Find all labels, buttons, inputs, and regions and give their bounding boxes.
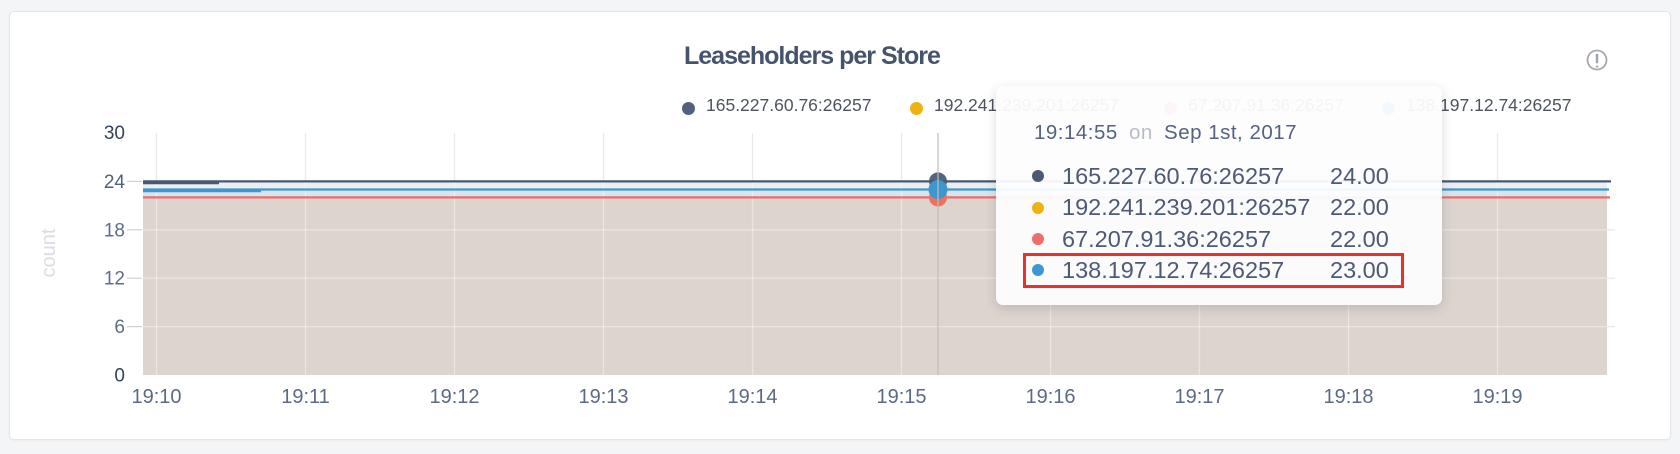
svg-text:19:19: 19:19 (1472, 386, 1522, 408)
svg-text:19:11: 19:11 (281, 386, 330, 408)
svg-text:19:16: 19:16 (1025, 386, 1075, 408)
svg-text:19:14: 19:14 (727, 386, 777, 408)
svg-text:24: 24 (104, 172, 126, 193)
svg-text:30: 30 (104, 123, 125, 144)
svg-text:19:18: 19:18 (1323, 386, 1373, 408)
svg-text:0: 0 (114, 366, 125, 387)
svg-text:18: 18 (104, 220, 125, 241)
svg-text:19:12: 19:12 (429, 386, 479, 408)
svg-text:19:13: 19:13 (578, 386, 628, 408)
svg-text:12: 12 (104, 269, 125, 290)
svg-text:6: 6 (114, 317, 125, 338)
svg-text:19:15: 19:15 (876, 386, 926, 408)
svg-text:19:10: 19:10 (131, 386, 181, 408)
svg-text:19:17: 19:17 (1174, 386, 1224, 408)
svg-text:count: count (38, 228, 60, 277)
